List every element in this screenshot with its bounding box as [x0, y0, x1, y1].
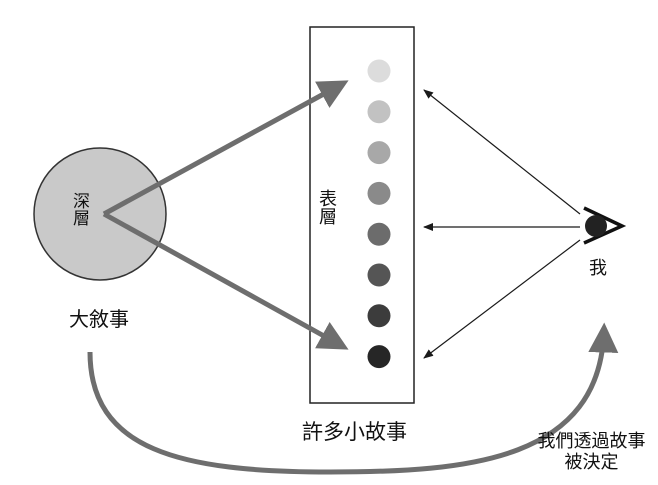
arrow-deep-to-bottom	[102, 211, 349, 350]
big-story-label: 大敘事	[69, 307, 129, 331]
deep-layer-label: 深層	[69, 192, 89, 226]
decided-line-2: 被決定	[564, 452, 619, 473]
story-dot	[367, 222, 391, 246]
arrow-me-to-top	[423, 89, 581, 215]
arrow-me-to-bottom	[423, 239, 581, 359]
story-dot	[367, 263, 391, 287]
story-dot	[367, 141, 391, 165]
eye-icon	[583, 206, 627, 245]
small-stories-dots	[367, 59, 391, 369]
story-dot	[367, 100, 391, 124]
decided-line-1: 我們透過故事	[537, 431, 646, 452]
arrow-big-story-to-me	[87, 322, 619, 475]
me-label: 我	[589, 258, 607, 279]
surface-layer-label: 表層	[316, 189, 337, 225]
story-dot	[367, 304, 391, 328]
many-small-stories-label: 許多小故事	[302, 420, 407, 444]
deep-layer-circle	[33, 147, 167, 281]
story-dot	[367, 345, 391, 369]
arrow-deep-to-top	[102, 80, 349, 217]
story-dot	[367, 59, 391, 83]
decided-by-stories-label: 我們透過故事 被決定	[534, 431, 649, 473]
story-dot	[367, 181, 391, 205]
